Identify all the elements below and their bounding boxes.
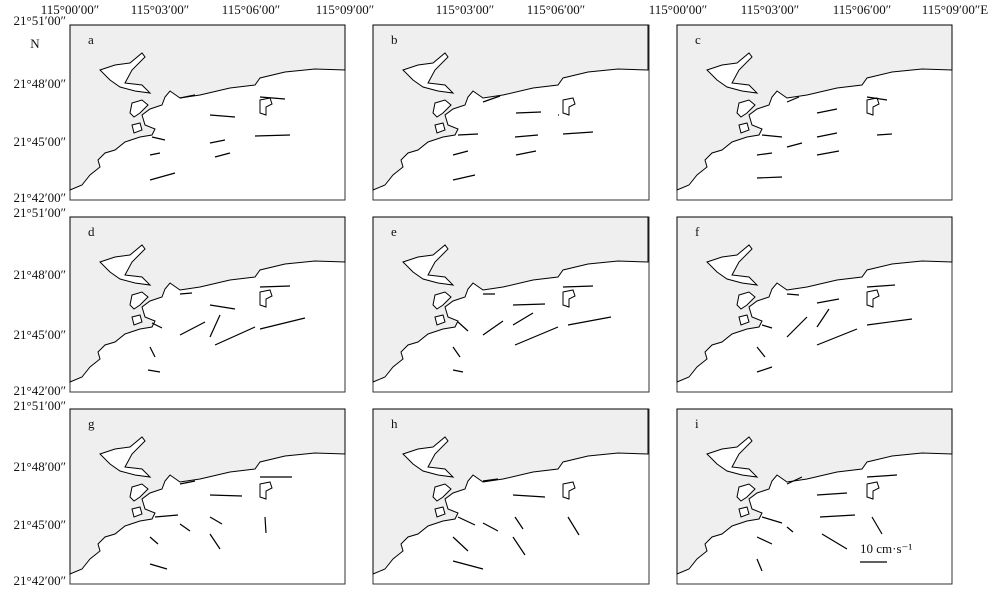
lat-label: 21°42′00″ bbox=[14, 190, 66, 205]
map-panel: c bbox=[676, 24, 953, 201]
panel-label: e bbox=[391, 224, 397, 239]
lat-label: 21°51′00″ bbox=[14, 13, 66, 28]
lat-label: 21°45′00″ bbox=[14, 517, 66, 532]
lon-label: 115°00′00″ bbox=[41, 2, 99, 17]
panel-label: i bbox=[695, 416, 699, 431]
lat-label: 21°51′00″ bbox=[14, 398, 66, 413]
panel-label: f bbox=[695, 224, 700, 239]
lon-label: 115°09′00″ bbox=[316, 2, 374, 17]
lat-label: 21°48′00″ bbox=[14, 76, 66, 91]
map-panel: e bbox=[372, 216, 650, 393]
lon-label: 115°06′00″ bbox=[527, 2, 585, 17]
panel-label: a bbox=[88, 32, 94, 47]
lon-label: 115°06′00″ bbox=[222, 2, 280, 17]
panel-label: h bbox=[391, 416, 398, 431]
lon-label: 115°03′00″ bbox=[436, 2, 494, 17]
lon-label: 115°06′00″ bbox=[833, 2, 891, 17]
lat-label: 21°48′00″ bbox=[14, 459, 66, 474]
map-panel: a bbox=[69, 24, 346, 201]
lon-label: 115°03′00″ bbox=[741, 2, 799, 17]
scale-label: 10 cm·s⁻¹ bbox=[860, 541, 912, 556]
lat-label: 21°42′00″ bbox=[14, 383, 66, 398]
map-panel: h bbox=[372, 408, 650, 585]
panel-label: d bbox=[88, 224, 95, 239]
lon-label: 115°09′00″E bbox=[922, 2, 988, 17]
map-panel: i 10 cm·s⁻¹ bbox=[676, 408, 953, 585]
map-panel: f bbox=[676, 216, 953, 393]
lon-label: 115°03′00″ bbox=[131, 2, 189, 17]
panel-label: g bbox=[88, 416, 95, 431]
lat-label: 21°48′00″ bbox=[14, 267, 66, 282]
lat-label: 21°45′00″ bbox=[14, 134, 66, 149]
lat-label: 21°42′00″ bbox=[14, 573, 66, 588]
lon-label: 115°00′00″ bbox=[649, 2, 707, 17]
map-panel: b bbox=[372, 24, 650, 201]
map-panel: g bbox=[69, 408, 346, 585]
map-panel: d bbox=[69, 216, 346, 393]
panel-label: c bbox=[695, 32, 701, 47]
north-label: N bbox=[30, 36, 40, 51]
lat-label: 21°51′00″ bbox=[14, 205, 66, 220]
panel-label: b bbox=[391, 32, 398, 47]
lat-label: 21°45′00″ bbox=[14, 327, 66, 342]
